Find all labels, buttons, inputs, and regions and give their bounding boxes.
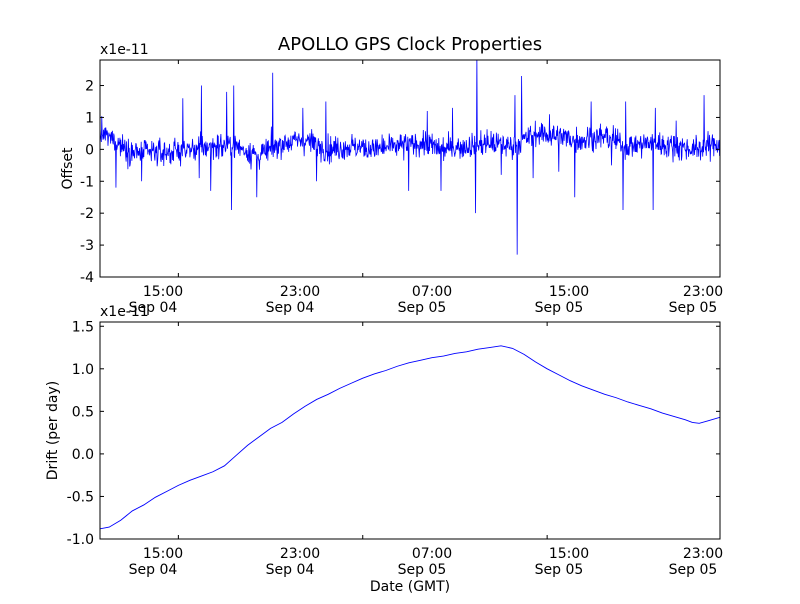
x-tick-label: 23:00: [280, 546, 320, 562]
x-tick-label: 15:00: [549, 284, 589, 300]
x-tick-date-label: Sep 05: [535, 300, 584, 316]
drift-series-line: [100, 345, 720, 530]
x-tick-date-label: Sep 04: [266, 562, 315, 578]
y-tick-label: -3: [80, 238, 94, 254]
offset-series-line: [100, 60, 720, 255]
x-tick-date-label: Sep 05: [398, 300, 447, 316]
x-tick-label: 23:00: [683, 546, 723, 562]
x-tick-label: 07:00: [412, 546, 452, 562]
y-tick-label: -0.5: [67, 489, 94, 505]
y-multiplier-label: x1e-11: [100, 304, 149, 320]
x-tick-date-label: Sep 05: [669, 562, 718, 578]
x-tick-date-label: Sep 04: [266, 300, 315, 316]
x-tick-label: 23:00: [280, 284, 320, 300]
x-tick-label: 15:00: [549, 546, 589, 562]
plot-frame: [99, 321, 721, 540]
x-tick-date-label: Sep 05: [669, 300, 718, 316]
x-tick-label: 15:00: [143, 546, 183, 562]
y-tick-label: 1.5: [72, 319, 94, 335]
x-axis-label: Date (GMT): [370, 579, 450, 595]
y-tick-label: 2: [85, 79, 94, 95]
y-tick-label: 0.5: [72, 404, 94, 420]
x-tick-date-label: Sep 05: [535, 562, 584, 578]
x-tick-label: 07:00: [412, 284, 452, 300]
chart-title: APOLLO GPS Clock Properties: [278, 34, 542, 55]
y-tick-label: -1.0: [67, 532, 94, 548]
plot-frame: [99, 59, 721, 278]
x-tick-date-label: Sep 04: [129, 300, 178, 316]
y-axis-label: Drift (per day): [45, 381, 61, 480]
x-tick-label: 15:00: [143, 284, 183, 300]
x-tick-date-label: Sep 05: [398, 562, 447, 578]
x-tick-date-label: Sep 04: [129, 562, 178, 578]
y-tick-label: -2: [80, 206, 94, 222]
y-tick-label: 0: [85, 142, 94, 158]
y-tick-label: -1: [80, 174, 94, 190]
y-axis-label: Offset: [60, 147, 76, 190]
x-tick-label: 23:00: [683, 284, 723, 300]
y-tick-label: 0.0: [72, 447, 94, 463]
y-tick-label: -4: [80, 270, 94, 286]
y-tick-label: 1: [85, 110, 94, 126]
y-tick-label: 1.0: [72, 362, 94, 378]
y-multiplier-label: x1e-11: [100, 42, 149, 58]
